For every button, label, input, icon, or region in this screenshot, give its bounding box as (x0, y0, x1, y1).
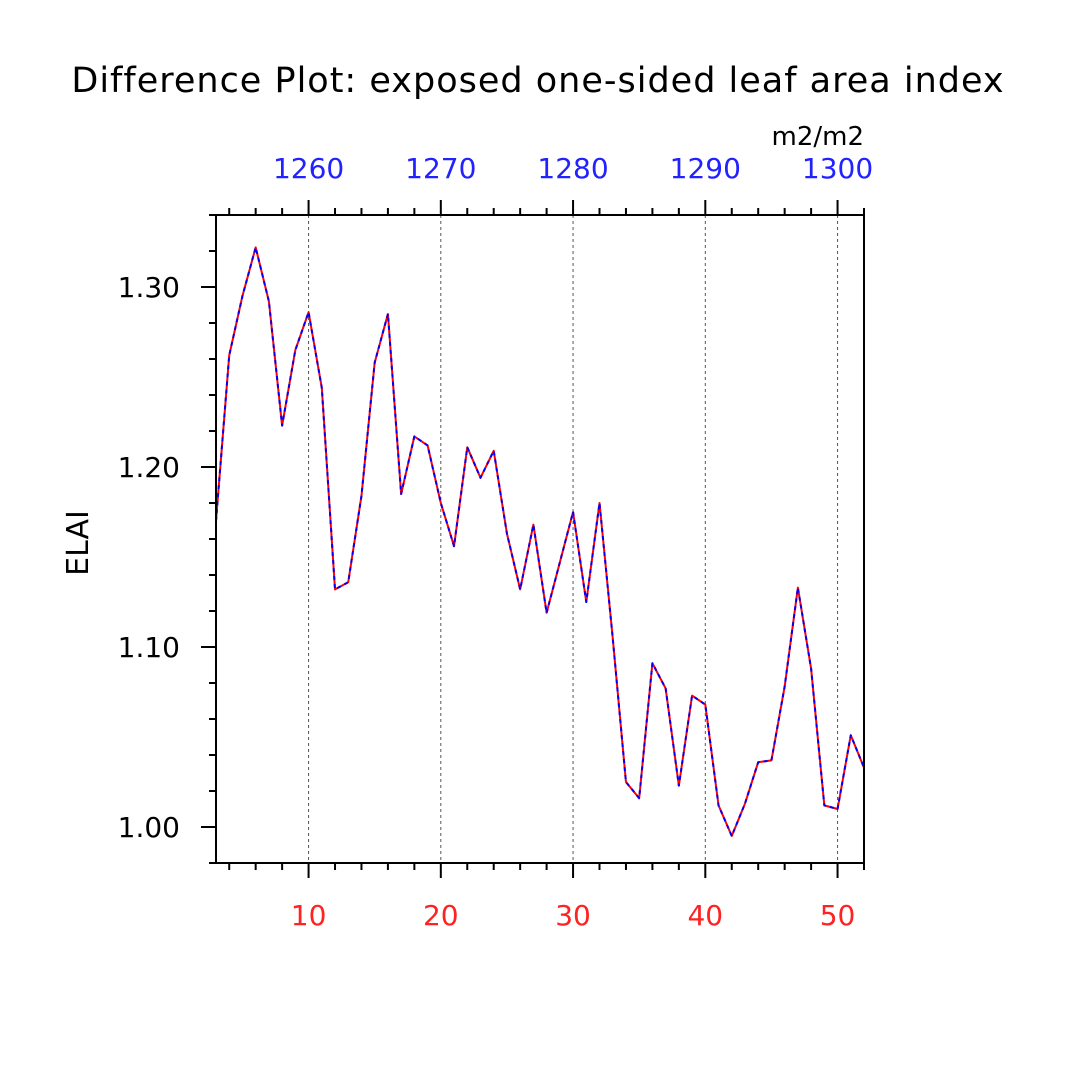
y-tick-label-1.10: 1.10 (118, 631, 180, 664)
tick-layer (201, 200, 865, 878)
x-tick-label-50: 50 (820, 899, 856, 932)
top-tick-label-1300: 1300 (802, 152, 873, 185)
x-tick-label-30: 30 (555, 899, 591, 932)
y-axis-label: ELAI (61, 510, 96, 576)
series-line-2 (215, 246, 865, 837)
axes-layer (215, 214, 865, 864)
chart-title: Difference Plot: exposed one-sided leaf … (71, 61, 1004, 101)
top-tick-label-1260: 1260 (273, 152, 344, 185)
y-tick-label-1.00: 1.00 (118, 811, 180, 844)
top-tick-label-1290: 1290 (670, 152, 741, 185)
x-tick-label-10: 10 (291, 899, 327, 932)
top-tick-label-1280: 1280 (537, 152, 608, 185)
top-tick-label-1270: 1270 (405, 152, 476, 185)
y-tick-label-1.30: 1.30 (118, 271, 180, 304)
x-tick-label-40: 40 (687, 899, 723, 932)
tick-label-layer: 10 20 30 40 50 1260 1270 1280 1290 1300 1.00 1.10 1.… (118, 152, 874, 932)
y-tick-label-1.20: 1.20 (118, 451, 180, 484)
x-tick-label-20: 20 (423, 899, 459, 932)
series-layer (215, 246, 865, 837)
series-line-1 (215, 246, 865, 837)
units-label: m2/m2 (772, 122, 865, 152)
grid-layer (308, 215, 839, 863)
